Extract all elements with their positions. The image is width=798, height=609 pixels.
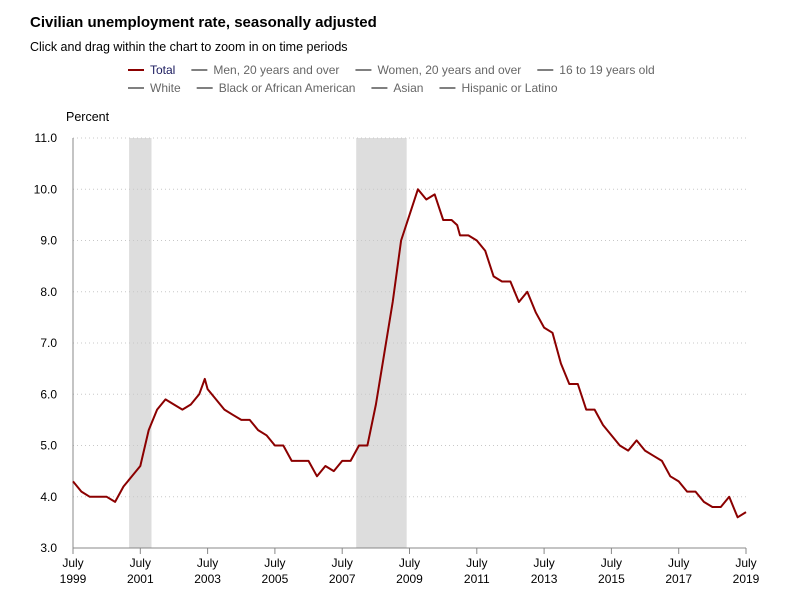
grid-lines bbox=[73, 137, 746, 498]
x-tick-year: 2003 bbox=[194, 572, 221, 586]
y-tick-label: 7.0 bbox=[40, 336, 57, 350]
legend-label: Total bbox=[150, 63, 175, 77]
y-tick-label: 5.0 bbox=[40, 439, 57, 453]
x-tick-month: July bbox=[197, 556, 218, 570]
x-tick-month: July bbox=[601, 556, 622, 570]
x-tick-year: 2017 bbox=[665, 572, 692, 586]
y-tick-label: 9.0 bbox=[40, 234, 57, 248]
x-tick-year: 2009 bbox=[396, 572, 423, 586]
x-tick-month: July bbox=[399, 556, 420, 570]
legend-label: Hispanic or Latino bbox=[461, 81, 557, 95]
recession-band bbox=[129, 138, 152, 548]
y-axis: 3.0 4.0 5.0 6.0 7.0 8.0 9.0 10.0 11.0 bbox=[34, 131, 74, 555]
legend-item[interactable]: Asian bbox=[371, 81, 423, 95]
x-tick-year: 2015 bbox=[598, 572, 625, 586]
chart-legend: Total Men, 20 years and over Women, 20 yea… bbox=[128, 63, 655, 95]
y-tick-label: 6.0 bbox=[40, 387, 57, 401]
y-tick-label: 4.0 bbox=[40, 490, 57, 504]
x-tick-month: July bbox=[62, 556, 83, 570]
legend-item[interactable]: Hispanic or Latino bbox=[439, 81, 558, 95]
series-lines bbox=[72, 188, 747, 519]
legend-item[interactable]: White bbox=[128, 81, 181, 95]
legend-item[interactable]: Black or African American bbox=[196, 81, 356, 95]
x-tick-year: 2005 bbox=[262, 572, 289, 586]
series-line-total bbox=[72, 188, 747, 519]
legend-label: Women, 20 years and over bbox=[377, 63, 521, 77]
chart-title: Civilian unemployment rate, seasonally a… bbox=[30, 14, 377, 31]
x-tick-year: 2007 bbox=[329, 572, 356, 586]
x-tick-month: July bbox=[533, 556, 554, 570]
y-tick-label: 10.0 bbox=[34, 182, 58, 196]
legend-label: Men, 20 years and over bbox=[213, 63, 339, 77]
y-tick-label: 11.0 bbox=[35, 131, 58, 145]
legend-item[interactable]: Total bbox=[128, 63, 175, 77]
legend-item[interactable]: Men, 20 years and over bbox=[191, 63, 339, 77]
x-tick-year: 1999 bbox=[60, 572, 87, 586]
x-axis: July 1999 July 2001 July 2003 July 2005 July 2007… bbox=[60, 547, 760, 586]
x-tick-year: 2001 bbox=[127, 572, 154, 586]
legend-label: White bbox=[150, 81, 181, 95]
x-tick-year: 2011 bbox=[464, 572, 490, 586]
x-tick-month: July bbox=[735, 556, 756, 570]
x-tick-year: 2013 bbox=[531, 572, 558, 586]
x-tick-month: July bbox=[332, 556, 353, 570]
y-axis-label: Percent bbox=[66, 110, 110, 124]
legend-label: Asian bbox=[393, 81, 423, 95]
x-tick-month: July bbox=[130, 556, 151, 570]
x-tick-month: July bbox=[264, 556, 285, 570]
chart-subtitle: Click and drag within the chart to zoom … bbox=[30, 40, 348, 54]
x-tick-month: July bbox=[668, 556, 689, 570]
legend-label: 16 to 19 years old bbox=[559, 63, 654, 77]
y-tick-label: 8.0 bbox=[40, 285, 57, 299]
legend-item[interactable]: 16 to 19 years old bbox=[537, 63, 655, 77]
legend-label: Black or African American bbox=[219, 81, 356, 95]
x-tick-month: July bbox=[466, 556, 487, 570]
legend-item[interactable]: Women, 20 years and over bbox=[355, 63, 521, 77]
y-tick-label: 3.0 bbox=[40, 541, 57, 555]
x-tick-year: 2019 bbox=[733, 572, 760, 586]
